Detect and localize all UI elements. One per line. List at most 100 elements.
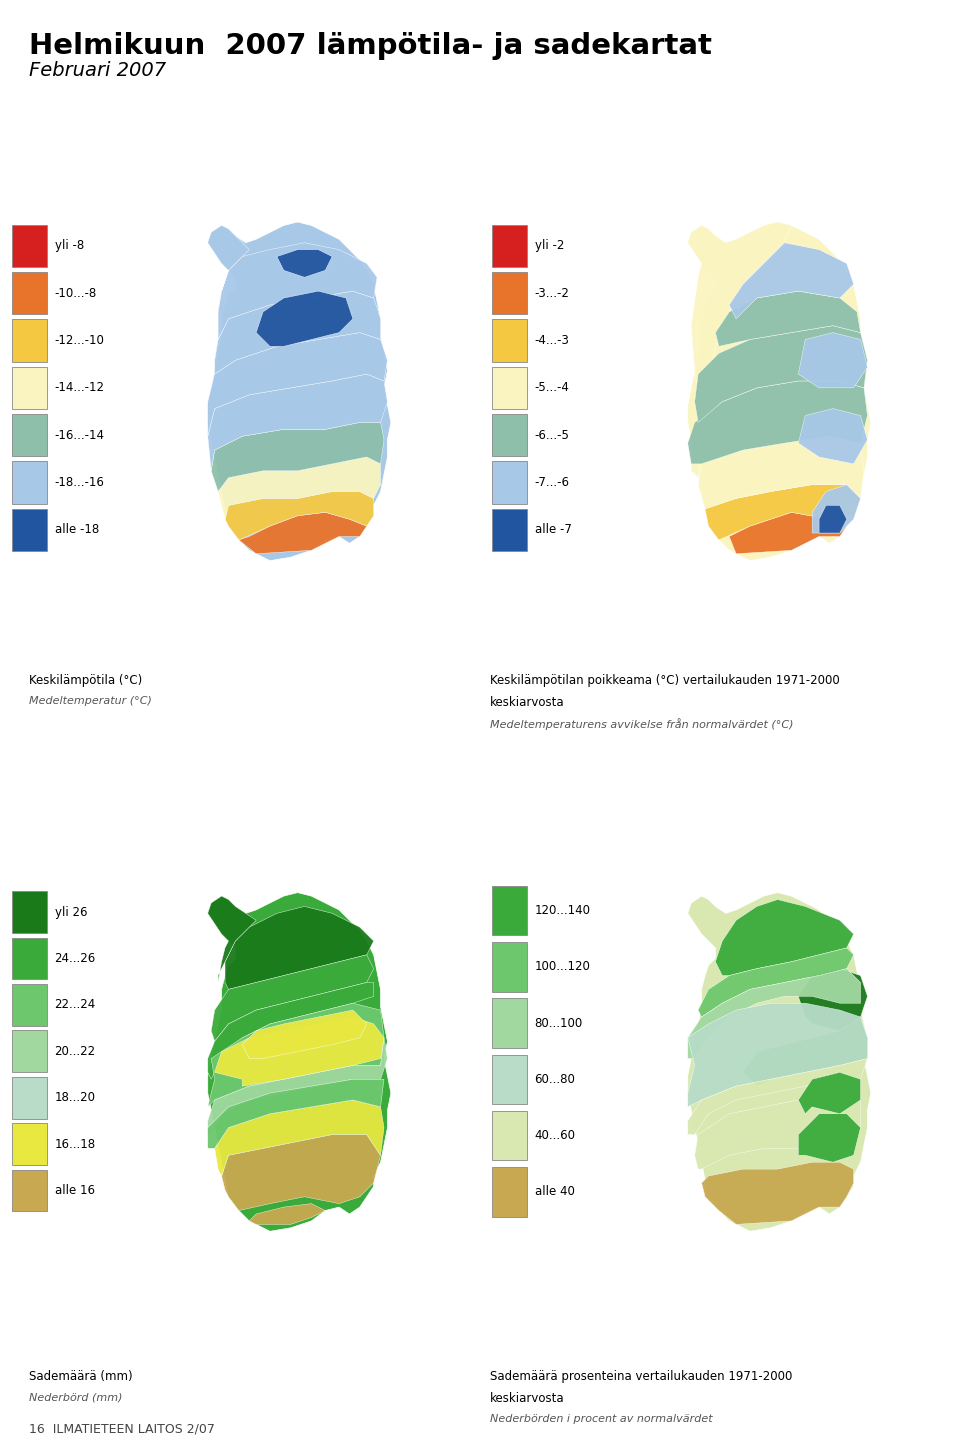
Text: Medeltemperatur (°C): Medeltemperatur (°C) [29, 696, 152, 706]
Bar [12, 273, 47, 315]
Polygon shape [743, 1016, 868, 1086]
Bar [12, 367, 47, 409]
Bar [492, 415, 527, 457]
Text: 16  ILMATIETEEN LAITOS 2/07: 16 ILMATIETEEN LAITOS 2/07 [29, 1422, 215, 1436]
Polygon shape [799, 409, 868, 464]
Polygon shape [207, 1038, 388, 1134]
Text: 40...60: 40...60 [535, 1130, 576, 1143]
Text: 16...18: 16...18 [55, 1138, 96, 1150]
Text: 18...20: 18...20 [55, 1092, 96, 1103]
Text: Februari 2007: Februari 2007 [29, 61, 166, 80]
Text: Nederbörd (mm): Nederbörd (mm) [29, 1392, 122, 1402]
Polygon shape [207, 1003, 384, 1106]
Text: Helmikuun  2007 lämpötila- ja sadekartat: Helmikuun 2007 lämpötila- ja sadekartat [29, 32, 711, 59]
Text: alle -7: alle -7 [535, 523, 571, 536]
Polygon shape [207, 332, 388, 436]
Text: 22...24: 22...24 [55, 999, 96, 1011]
Polygon shape [687, 381, 868, 464]
Polygon shape [256, 291, 353, 347]
Polygon shape [799, 1073, 860, 1114]
Bar [12, 461, 47, 503]
Polygon shape [222, 1134, 380, 1211]
Text: Sademäärä (mm): Sademäärä (mm) [29, 1370, 132, 1383]
Bar [12, 415, 47, 457]
Bar [492, 999, 527, 1048]
Polygon shape [239, 512, 367, 554]
Polygon shape [218, 242, 377, 339]
Text: alle 40: alle 40 [535, 1186, 574, 1198]
Bar [12, 509, 47, 551]
Polygon shape [211, 422, 384, 492]
Bar [492, 273, 527, 315]
Text: 80...100: 80...100 [535, 1016, 583, 1030]
Text: keskiarvosta: keskiarvosta [490, 696, 564, 709]
Polygon shape [207, 983, 373, 1079]
Polygon shape [276, 249, 332, 277]
Text: 120...140: 120...140 [535, 905, 590, 916]
Bar [492, 461, 527, 503]
Bar [492, 886, 527, 935]
Text: yli -8: yli -8 [55, 239, 84, 252]
Polygon shape [702, 1163, 853, 1224]
Text: 24...26: 24...26 [55, 953, 96, 964]
Bar [12, 985, 47, 1025]
Bar [12, 225, 47, 267]
Polygon shape [715, 291, 860, 347]
Polygon shape [799, 332, 868, 389]
Text: -7...-6: -7...-6 [535, 476, 569, 489]
Polygon shape [799, 1114, 860, 1163]
Text: -3...-2: -3...-2 [535, 287, 569, 300]
Bar [492, 942, 527, 992]
Polygon shape [215, 1016, 384, 1086]
Polygon shape [695, 1093, 860, 1169]
Bar [492, 225, 527, 267]
Polygon shape [687, 1058, 868, 1134]
Polygon shape [687, 969, 860, 1058]
Polygon shape [695, 326, 868, 422]
Polygon shape [207, 222, 391, 561]
Text: 60...80: 60...80 [535, 1073, 575, 1086]
Polygon shape [225, 906, 373, 989]
Bar [492, 1054, 527, 1103]
Polygon shape [730, 242, 853, 319]
Text: yli 26: yli 26 [55, 906, 87, 918]
Text: keskiarvosta: keskiarvosta [490, 1392, 564, 1405]
Text: 20...22: 20...22 [55, 1045, 96, 1057]
Polygon shape [207, 225, 250, 291]
Polygon shape [218, 457, 380, 519]
Polygon shape [211, 954, 373, 1041]
Bar [12, 938, 47, 979]
Text: alle 16: alle 16 [55, 1185, 94, 1196]
Polygon shape [215, 291, 380, 374]
Text: -4...-3: -4...-3 [535, 334, 569, 347]
Bar [12, 1170, 47, 1211]
Polygon shape [730, 512, 847, 554]
Text: 100...120: 100...120 [535, 960, 590, 973]
Text: -12...-10: -12...-10 [55, 334, 105, 347]
Polygon shape [215, 1101, 384, 1176]
Text: -6...-5: -6...-5 [535, 429, 569, 442]
Polygon shape [207, 374, 388, 471]
Text: -5...-4: -5...-4 [535, 381, 569, 394]
Text: -10...-8: -10...-8 [55, 287, 97, 300]
Bar [12, 1124, 47, 1164]
Bar [492, 1167, 527, 1217]
Bar [492, 1111, 527, 1160]
Polygon shape [715, 899, 853, 976]
Bar [12, 319, 47, 361]
Text: yli -2: yli -2 [535, 239, 564, 252]
Polygon shape [687, 893, 871, 1231]
Text: alle -18: alle -18 [55, 523, 99, 536]
Polygon shape [225, 492, 373, 539]
Polygon shape [687, 222, 791, 477]
Text: -14...-12: -14...-12 [55, 381, 105, 394]
Text: Keskilämpötila (°C): Keskilämpötila (°C) [29, 674, 142, 687]
Bar [12, 892, 47, 932]
Polygon shape [207, 896, 256, 983]
Text: Medeltemperaturens avvikelse från normalvärdet (°C): Medeltemperaturens avvikelse från normal… [490, 718, 793, 729]
Polygon shape [819, 506, 847, 534]
Text: Sademäärä prosenteina vertailukauden 1971-2000: Sademäärä prosenteina vertailukauden 197… [490, 1370, 792, 1383]
Text: -18...-16: -18...-16 [55, 476, 105, 489]
Bar [492, 319, 527, 361]
Polygon shape [705, 484, 860, 539]
